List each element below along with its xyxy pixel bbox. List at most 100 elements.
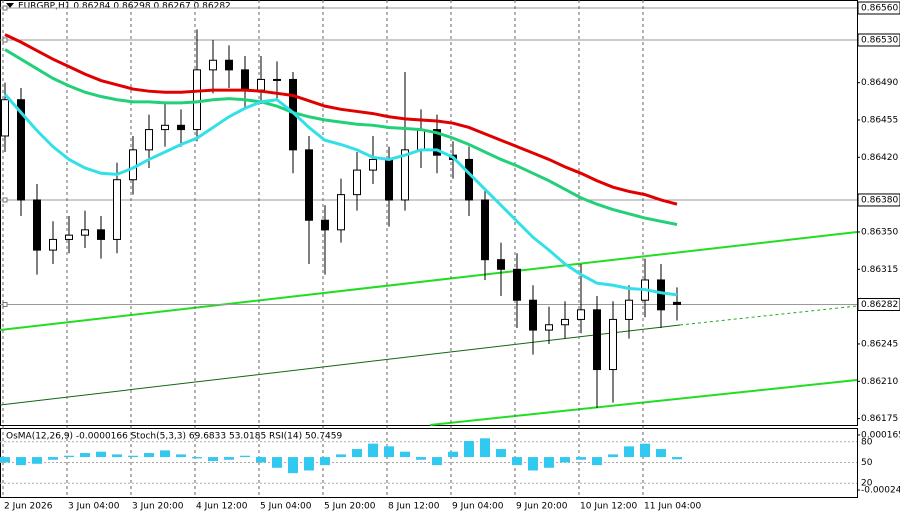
candle-body	[305, 149, 313, 221]
osma-bar	[304, 457, 314, 471]
indicator-tick-label: 0.000165	[861, 430, 900, 440]
osma-bar	[16, 457, 26, 466]
stoch-level-label: 80	[861, 437, 873, 447]
osma-bar	[512, 457, 522, 466]
osma-bar	[320, 457, 330, 466]
stoch-level-label: 50	[861, 458, 873, 468]
candle-body	[65, 234, 73, 240]
osma-bar	[656, 449, 666, 458]
trend-line	[0, 231, 858, 331]
x-tick-label: 3 Jun 20:00	[132, 502, 184, 512]
candle-body	[561, 318, 569, 326]
indicator-title: OsMA(12,26,9) -0.0000166 Stoch(5,3,3) 69…	[6, 432, 342, 442]
level-box	[857, 33, 900, 47]
osma-bar	[288, 457, 298, 474]
y-tick-label: 0.86175	[861, 414, 898, 424]
candle-body	[593, 309, 601, 371]
osma-bar	[368, 443, 378, 458]
candle-body	[1, 99, 9, 137]
x-tick-label: 10 Jun 12:00	[580, 502, 637, 512]
osma-bar	[624, 446, 634, 458]
osma-bar	[176, 454, 186, 458]
candle-body	[465, 158, 473, 201]
x-tick-label: 8 Jun 12:00	[388, 502, 440, 512]
osma-bar	[640, 443, 650, 458]
trend-line	[0, 324, 681, 406]
trend-line	[679, 305, 858, 326]
candle-body	[625, 299, 633, 320]
menu-icon[interactable]	[6, 3, 14, 8]
candle-body	[433, 129, 441, 156]
candle-body	[257, 78, 265, 91]
level-label: 0.86380	[861, 195, 898, 205]
candle-body	[161, 124, 169, 131]
osma-bar	[48, 457, 58, 460]
osma-bar	[448, 451, 458, 458]
candle-body	[113, 179, 121, 240]
candle-body	[353, 169, 361, 196]
level-label: 0.86560	[861, 3, 898, 13]
indicator-tick-label: -0.000246	[861, 486, 900, 496]
candle-body	[33, 199, 41, 251]
candle-body	[513, 268, 521, 301]
osma-bar	[576, 457, 586, 460]
candle-body	[337, 194, 345, 231]
x-tick-label: 9 Jun 20:00	[516, 502, 568, 512]
candle-body	[577, 309, 585, 320]
level-label: 0.86530	[861, 35, 898, 45]
osma-bar	[464, 440, 474, 458]
candle-body	[145, 129, 153, 151]
osma-bar	[592, 457, 602, 466]
level-box	[857, 1, 900, 15]
candle-body	[81, 229, 89, 236]
y-tick-label: 0.86490	[861, 78, 898, 88]
y-tick-label: 0.86210	[861, 377, 898, 387]
level-square	[2, 197, 8, 203]
candle-body	[49, 238, 57, 251]
osma-bar	[432, 457, 442, 466]
candle-body	[321, 219, 329, 231]
osma-bar	[400, 451, 410, 458]
candle-body	[209, 59, 217, 71]
level-box	[857, 193, 900, 207]
level-square	[2, 301, 8, 307]
x-tick-label: 5 Jun 04:00	[260, 502, 312, 512]
stoch-level-label: 20	[861, 479, 873, 489]
osma-bar	[32, 457, 42, 464]
candle-body	[545, 324, 553, 331]
osma-bar	[208, 457, 218, 462]
candle-body	[529, 299, 537, 331]
level-square	[2, 5, 8, 11]
candle-body	[177, 124, 185, 131]
x-tick-label: 2 Jun 2026	[4, 502, 53, 512]
osma-bar	[112, 454, 122, 458]
chart-title: EURGBP,H1 0.86284 0.86298 0.86267 0.8628…	[18, 2, 231, 12]
x-tick-label: 11 Jun 04:00	[644, 502, 701, 512]
y-tick-label: 0.86245	[861, 339, 898, 349]
osma-bar	[544, 457, 554, 468]
candle-body	[241, 69, 249, 91]
candle-body	[609, 318, 617, 371]
candle-body	[417, 129, 425, 151]
x-tick-label: 3 Jun 04:00	[68, 502, 120, 512]
osma-bar	[672, 457, 682, 460]
candle-body	[369, 158, 377, 171]
y-tick-label: 0.86315	[861, 265, 898, 275]
osma-bar	[496, 449, 506, 458]
y-tick-label: 0.86350	[861, 227, 898, 237]
level-label: 0.86282	[861, 300, 898, 310]
osma-bar	[384, 446, 394, 458]
osma-bar	[480, 438, 490, 458]
osma-bar	[416, 457, 426, 460]
candle-body	[497, 259, 505, 270]
candle-body	[401, 149, 409, 201]
candle-body	[225, 59, 233, 71]
moving-average	[4, 48, 678, 226]
candle-body	[657, 279, 665, 311]
moving-average	[3, 93, 678, 297]
osma-bar	[560, 457, 570, 463]
y-tick-label: 0.86455	[861, 115, 898, 125]
candle-body	[273, 78, 281, 81]
y-tick-label: 0.86420	[861, 153, 898, 163]
